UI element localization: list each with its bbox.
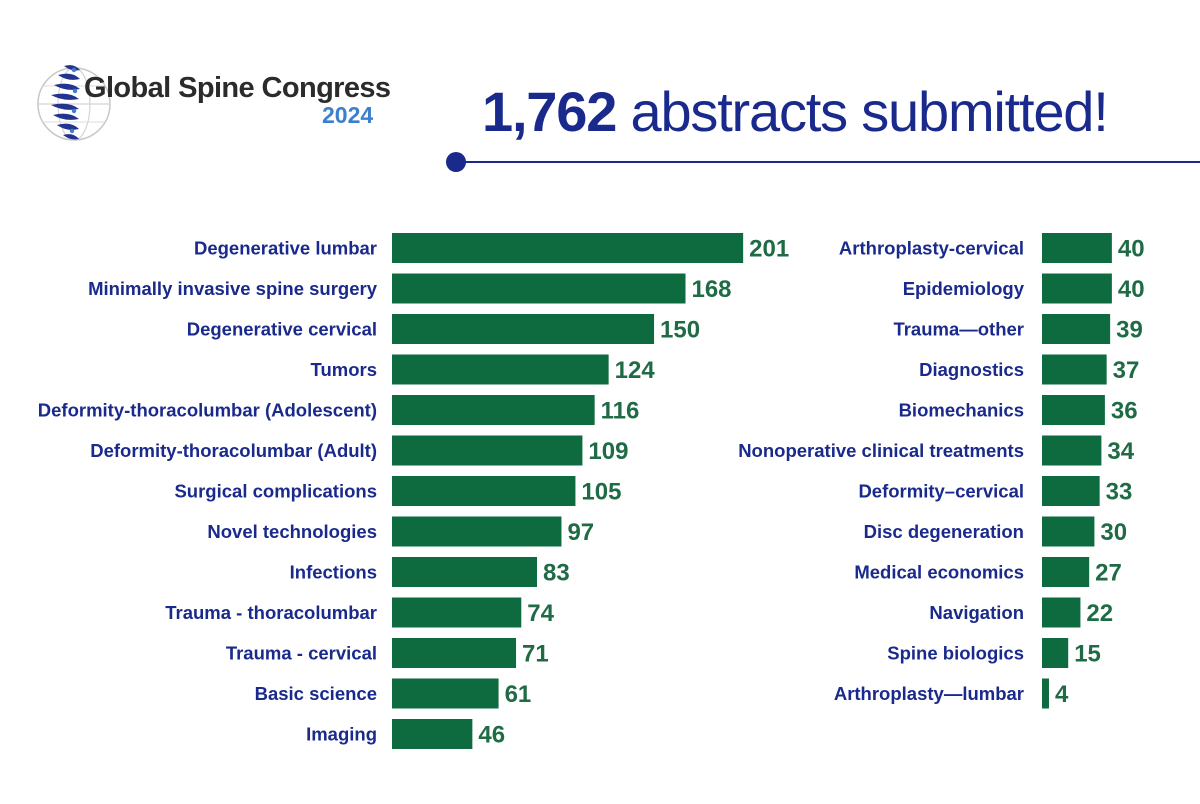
value-label: 15 — [1074, 641, 1101, 668]
category-label: Trauma - thoracolumbar — [165, 602, 377, 623]
bar — [1042, 435, 1102, 466]
category-label: Deformity–cervical — [858, 481, 1024, 502]
headline-text: abstracts submitted! — [616, 80, 1108, 143]
category-label: Arthroplasty-cervical — [839, 238, 1024, 259]
bar — [1042, 557, 1090, 587]
category-label: Diagnostics — [919, 359, 1024, 380]
category-label: Degenerative cervical — [187, 319, 377, 340]
bar — [1042, 476, 1100, 506]
bar — [392, 354, 609, 385]
category-label: Biomechanics — [899, 400, 1024, 421]
abstract-count: 1,762 — [482, 80, 617, 143]
value-label: 61 — [505, 681, 532, 708]
bar — [392, 557, 538, 587]
category-label: Novel technologies — [207, 521, 377, 542]
category-label: Deformity-thoracolumbar (Adolescent) — [38, 400, 377, 421]
category-label: Minimally invasive spine surgery — [88, 278, 378, 299]
category-label: Medical economics — [854, 562, 1024, 583]
value-label: 74 — [527, 600, 554, 627]
value-label: 46 — [478, 722, 505, 749]
value-label: 34 — [1107, 438, 1134, 465]
headline-rule — [456, 161, 1200, 163]
value-label: 97 — [567, 519, 594, 546]
category-label: Spine biologics — [887, 643, 1024, 664]
logo: Global Spine Congress 2024 — [34, 58, 394, 148]
value-label: 4 — [1055, 681, 1069, 708]
logo-title: Global Spine Congress — [84, 72, 391, 104]
category-label: Navigation — [929, 602, 1024, 623]
category-label: Disc degeneration — [864, 521, 1024, 542]
category-label: Imaging — [306, 724, 377, 745]
bar — [1042, 597, 1081, 628]
value-label: 105 — [581, 479, 621, 506]
bar — [392, 314, 655, 344]
value-label: 37 — [1113, 357, 1140, 384]
value-label: 116 — [601, 398, 640, 425]
value-label: 124 — [615, 357, 656, 384]
headline: 1,762 abstracts submitted! — [482, 84, 1109, 140]
category-label: Trauma—other — [893, 319, 1024, 340]
category-label: Trauma - cervical — [226, 643, 377, 664]
bar — [1042, 516, 1095, 547]
spine-globe-icon — [37, 65, 111, 141]
logo-year: 2024 — [322, 102, 374, 128]
bar — [1042, 395, 1105, 425]
category-label: Deformity-thoracolumbar (Adult) — [90, 440, 377, 461]
bar — [392, 476, 576, 506]
value-label: 30 — [1100, 519, 1127, 546]
value-label: 33 — [1106, 479, 1133, 506]
bar — [1042, 233, 1112, 263]
bar — [1042, 273, 1112, 304]
bar — [1042, 638, 1069, 668]
category-label: Epidemiology — [903, 278, 1025, 299]
value-label: 27 — [1095, 560, 1122, 587]
bar — [392, 638, 517, 668]
category-label: Degenerative lumbar — [194, 238, 377, 259]
chart-left: Degenerative lumbar 201 Minimally invasive… — [38, 233, 789, 749]
bar — [1042, 354, 1107, 385]
bar — [392, 678, 499, 709]
value-label: 22 — [1086, 600, 1113, 627]
value-label: 39 — [1116, 317, 1143, 344]
bar — [392, 395, 595, 425]
value-label: 109 — [588, 438, 628, 465]
category-label: Tumors — [311, 359, 377, 380]
category-label: Arthroplasty—lumbar — [834, 683, 1024, 704]
value-label: 71 — [522, 641, 549, 668]
value-label: 36 — [1111, 398, 1138, 425]
value-label: 168 — [691, 276, 731, 303]
value-label: 40 — [1118, 276, 1145, 303]
chart-right: Arthroplasty-cervical 40 Epidemiology 40 Tra… — [738, 233, 1145, 709]
value-label: 201 — [749, 236, 789, 263]
category-label: Infections — [290, 562, 377, 583]
category-label: Basic science — [255, 683, 377, 704]
value-label: 150 — [660, 317, 700, 344]
category-label: Nonoperative clinical treatments — [738, 440, 1024, 461]
category-label: Surgical complications — [174, 481, 377, 502]
bar — [392, 597, 522, 628]
bar — [392, 719, 473, 749]
value-label: 83 — [543, 560, 570, 587]
bar — [392, 435, 583, 466]
bar — [392, 516, 562, 547]
bar — [392, 233, 744, 263]
bar — [1042, 314, 1111, 344]
value-label: 40 — [1118, 236, 1145, 263]
bar — [392, 273, 686, 304]
bar — [1042, 678, 1049, 709]
headline-dot — [446, 152, 466, 172]
